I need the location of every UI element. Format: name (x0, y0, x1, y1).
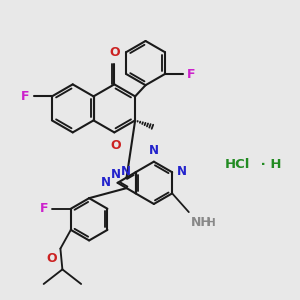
Text: O: O (47, 252, 57, 265)
Text: HCl: HCl (224, 158, 250, 171)
Text: N: N (177, 165, 187, 178)
Text: O: O (109, 46, 120, 59)
Text: · H: · H (256, 158, 281, 171)
Text: N: N (121, 165, 130, 178)
Text: O: O (110, 139, 121, 152)
Text: N: N (149, 144, 159, 157)
Text: F: F (21, 90, 29, 103)
Text: H: H (207, 218, 215, 228)
Text: F: F (188, 68, 196, 81)
Text: N: N (111, 168, 121, 181)
Text: N: N (100, 176, 111, 189)
Text: F: F (40, 202, 48, 215)
Text: NH: NH (191, 216, 212, 229)
